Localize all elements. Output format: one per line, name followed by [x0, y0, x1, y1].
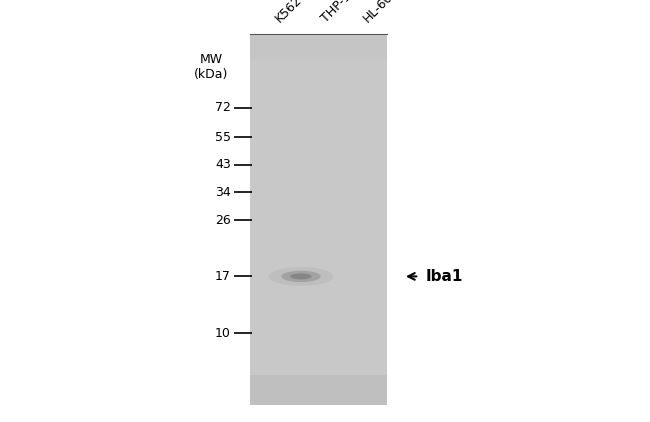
Text: K562: K562 [273, 0, 305, 25]
Bar [250, 38, 387, 60]
Text: MW
(kDa): MW (kDa) [194, 53, 228, 81]
Text: 26: 26 [215, 214, 231, 227]
Text: 72: 72 [215, 101, 231, 114]
Text: THP-1: THP-1 [318, 0, 354, 25]
Text: 34: 34 [215, 186, 231, 198]
Text: 43: 43 [215, 158, 231, 171]
Text: 55: 55 [214, 131, 231, 143]
Text: 17: 17 [215, 270, 231, 283]
Bar [250, 34, 387, 405]
Text: 10: 10 [215, 327, 231, 340]
Ellipse shape [281, 271, 320, 282]
Bar [250, 376, 387, 405]
Ellipse shape [269, 267, 333, 286]
Text: HL-60: HL-60 [361, 0, 396, 25]
Text: Iba1: Iba1 [426, 269, 463, 284]
Ellipse shape [290, 273, 312, 279]
